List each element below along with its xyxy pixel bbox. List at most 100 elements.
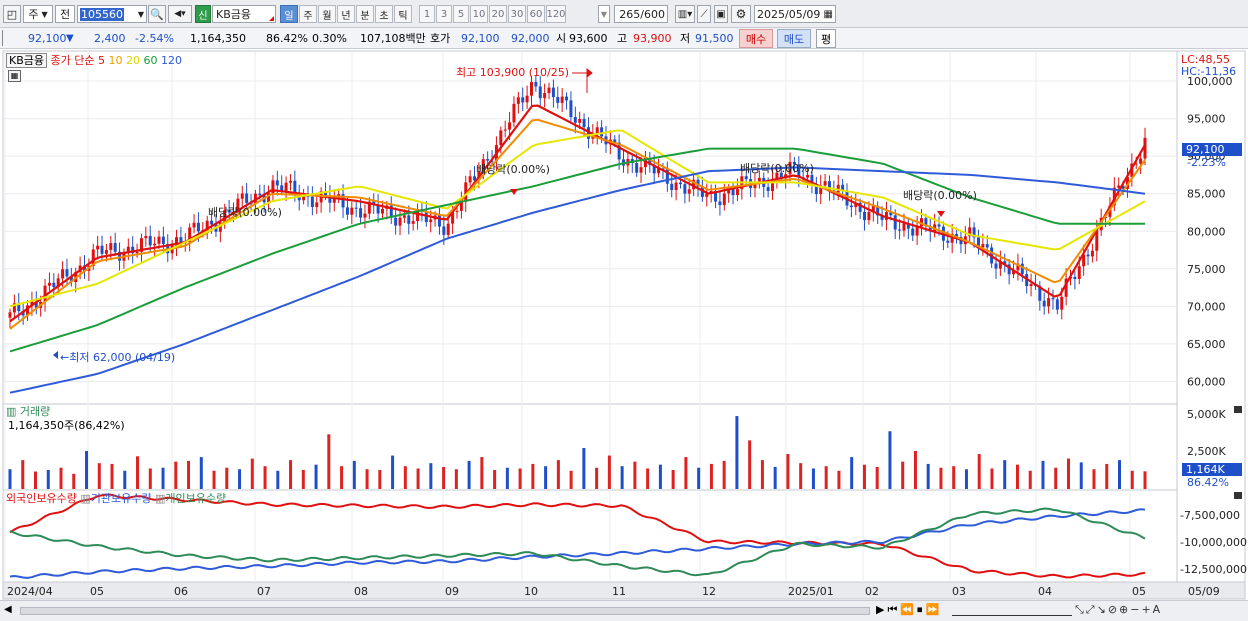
candle-body — [161, 236, 165, 245]
candle-body — [253, 193, 257, 204]
volume-bar — [505, 467, 509, 489]
candle-body — [328, 195, 332, 203]
date-field[interactable]: 2025/05/09 ▦ — [754, 5, 836, 23]
period-tab-2[interactable]: 월 — [318, 5, 336, 23]
candle-body — [722, 193, 726, 206]
period-tab-5[interactable]: 초 — [375, 5, 393, 23]
volume-panel — [2, 403, 1178, 491]
hold-close-icon[interactable] — [1234, 492, 1242, 499]
volume-bar — [493, 470, 497, 489]
volume-bar — [671, 470, 675, 489]
interval-button-60[interactable]: 60 — [527, 5, 545, 23]
stock-name-field[interactable]: KB금융 — [212, 5, 276, 23]
scroll-track[interactable] — [20, 607, 870, 615]
num-dropdown-icon[interactable]: ▼ — [598, 5, 610, 23]
candle-body — [648, 157, 652, 165]
count-field[interactable]: 265/600 — [614, 5, 668, 23]
candle-body — [854, 202, 858, 208]
candle-body — [104, 249, 108, 254]
candle-body — [617, 142, 621, 160]
candle-body — [240, 193, 244, 199]
volume-bar — [658, 464, 662, 489]
nav-buttons[interactable]: ▶⏮⏪⏹⏩ — [876, 603, 943, 616]
legend-ma10: 10 — [108, 54, 123, 67]
speaker-icon[interactable]: ◀▾ — [168, 5, 192, 23]
candle-body — [976, 237, 980, 248]
volume-bar — [875, 466, 879, 489]
candle-body — [56, 278, 60, 288]
search-icon[interactable]: 🔍 — [148, 5, 166, 23]
candle-body — [499, 130, 503, 146]
interval-button-1[interactable]: 1 — [419, 5, 435, 23]
gear-icon[interactable]: ⚙ — [731, 5, 751, 23]
candle-body — [1134, 163, 1138, 165]
sell-button[interactable]: 매도 — [777, 29, 811, 48]
candle-body — [1073, 276, 1077, 279]
interval-button-30[interactable]: 30 — [508, 5, 526, 23]
period-tab-6[interactable]: 틱 — [394, 5, 412, 23]
volume-bar — [582, 447, 586, 489]
candle-body — [643, 157, 647, 168]
quote-high: 93,900 — [633, 32, 672, 45]
calendar-icon[interactable]: ▦ — [823, 8, 833, 20]
volume-bar — [174, 461, 178, 489]
scrollbar[interactable]: ◀ ▶⏮⏪⏹⏩ ⤡⤢↘⊘⊕−+A — [0, 600, 1248, 621]
code-dropdown-icon[interactable]: ▼ — [137, 9, 144, 19]
prev-button[interactable]: 전 — [55, 5, 75, 23]
hold-axis-1: -7,500,000 — [1180, 509, 1240, 522]
interval-button-120[interactable]: 120 — [546, 5, 566, 23]
candle-body — [324, 191, 328, 196]
volume-bar — [837, 470, 841, 489]
code-input[interactable]: 105560 ▼ — [77, 5, 147, 23]
window-menu-icon[interactable]: ◰ — [3, 5, 21, 23]
volume-bar — [34, 471, 38, 489]
volume-bar — [544, 466, 548, 489]
candle-body — [96, 245, 100, 250]
volume-bar — [913, 451, 917, 489]
period-tab-0[interactable]: 일 — [280, 5, 298, 23]
candle-body — [302, 193, 306, 201]
candle-body — [998, 261, 1002, 269]
candle-body — [363, 213, 367, 218]
chart-canvas[interactable]: 100,00095,00090,00085,00080,00075,00070,… — [0, 49, 1248, 600]
buy-button[interactable]: 매수 — [739, 29, 773, 48]
vol-close-icon[interactable] — [1234, 406, 1242, 413]
candle-body — [683, 184, 687, 194]
period-tab-3[interactable]: 년 — [337, 5, 355, 23]
ma-line-10 — [9, 118, 1146, 330]
volume-bar — [722, 460, 726, 489]
table-icon[interactable]: ▦ — [8, 70, 21, 82]
chart-type-icon[interactable]: ▥▾ — [675, 5, 695, 23]
zoom-slider[interactable] — [952, 606, 1072, 616]
volume-bar — [187, 460, 191, 489]
market-select[interactable]: 주 ▼ — [23, 5, 53, 23]
candle-body — [823, 181, 827, 186]
eval-button[interactable]: 평 — [816, 29, 836, 48]
div-marker-2 — [937, 211, 945, 217]
draw-tool-icon[interactable]: ⟋ — [697, 5, 711, 23]
interval-button-20[interactable]: 20 — [489, 5, 507, 23]
hold-axis-2: -10,000,000 — [1180, 536, 1247, 549]
interval-button-3[interactable]: 3 — [436, 5, 452, 23]
candle-body — [1047, 298, 1051, 307]
candle-body — [674, 182, 678, 191]
x-tick-label: 04 — [1038, 585, 1052, 598]
div-marker-1 — [510, 189, 518, 195]
volume-bar — [760, 460, 764, 489]
save-icon[interactable]: ▣ — [714, 5, 728, 23]
period-tab-1[interactable]: 주 — [299, 5, 317, 23]
period-tab-4[interactable]: 분 — [356, 5, 374, 23]
tools-icons[interactable]: ⤡⤢↘⊘⊕−+A — [1075, 603, 1163, 616]
hold-axis-3: -12,500,000 — [1180, 563, 1247, 576]
quote-low: 91,500 — [695, 32, 734, 45]
volume-bar — [850, 457, 854, 489]
x-axis-labels: 2024/04 05 06 07 08 09 10 11 12 2025/01 02 03 04 05 05… — [7, 585, 1220, 598]
candle-body — [529, 81, 533, 96]
interval-button-10[interactable]: 10 — [470, 5, 488, 23]
candle-body — [100, 245, 104, 254]
candle-body — [245, 193, 249, 203]
scroll-left-icon[interactable]: ◀ — [4, 604, 12, 615]
volume-bar — [442, 466, 446, 489]
quote-low-label: 저 — [680, 32, 691, 45]
interval-button-5[interactable]: 5 — [453, 5, 469, 23]
